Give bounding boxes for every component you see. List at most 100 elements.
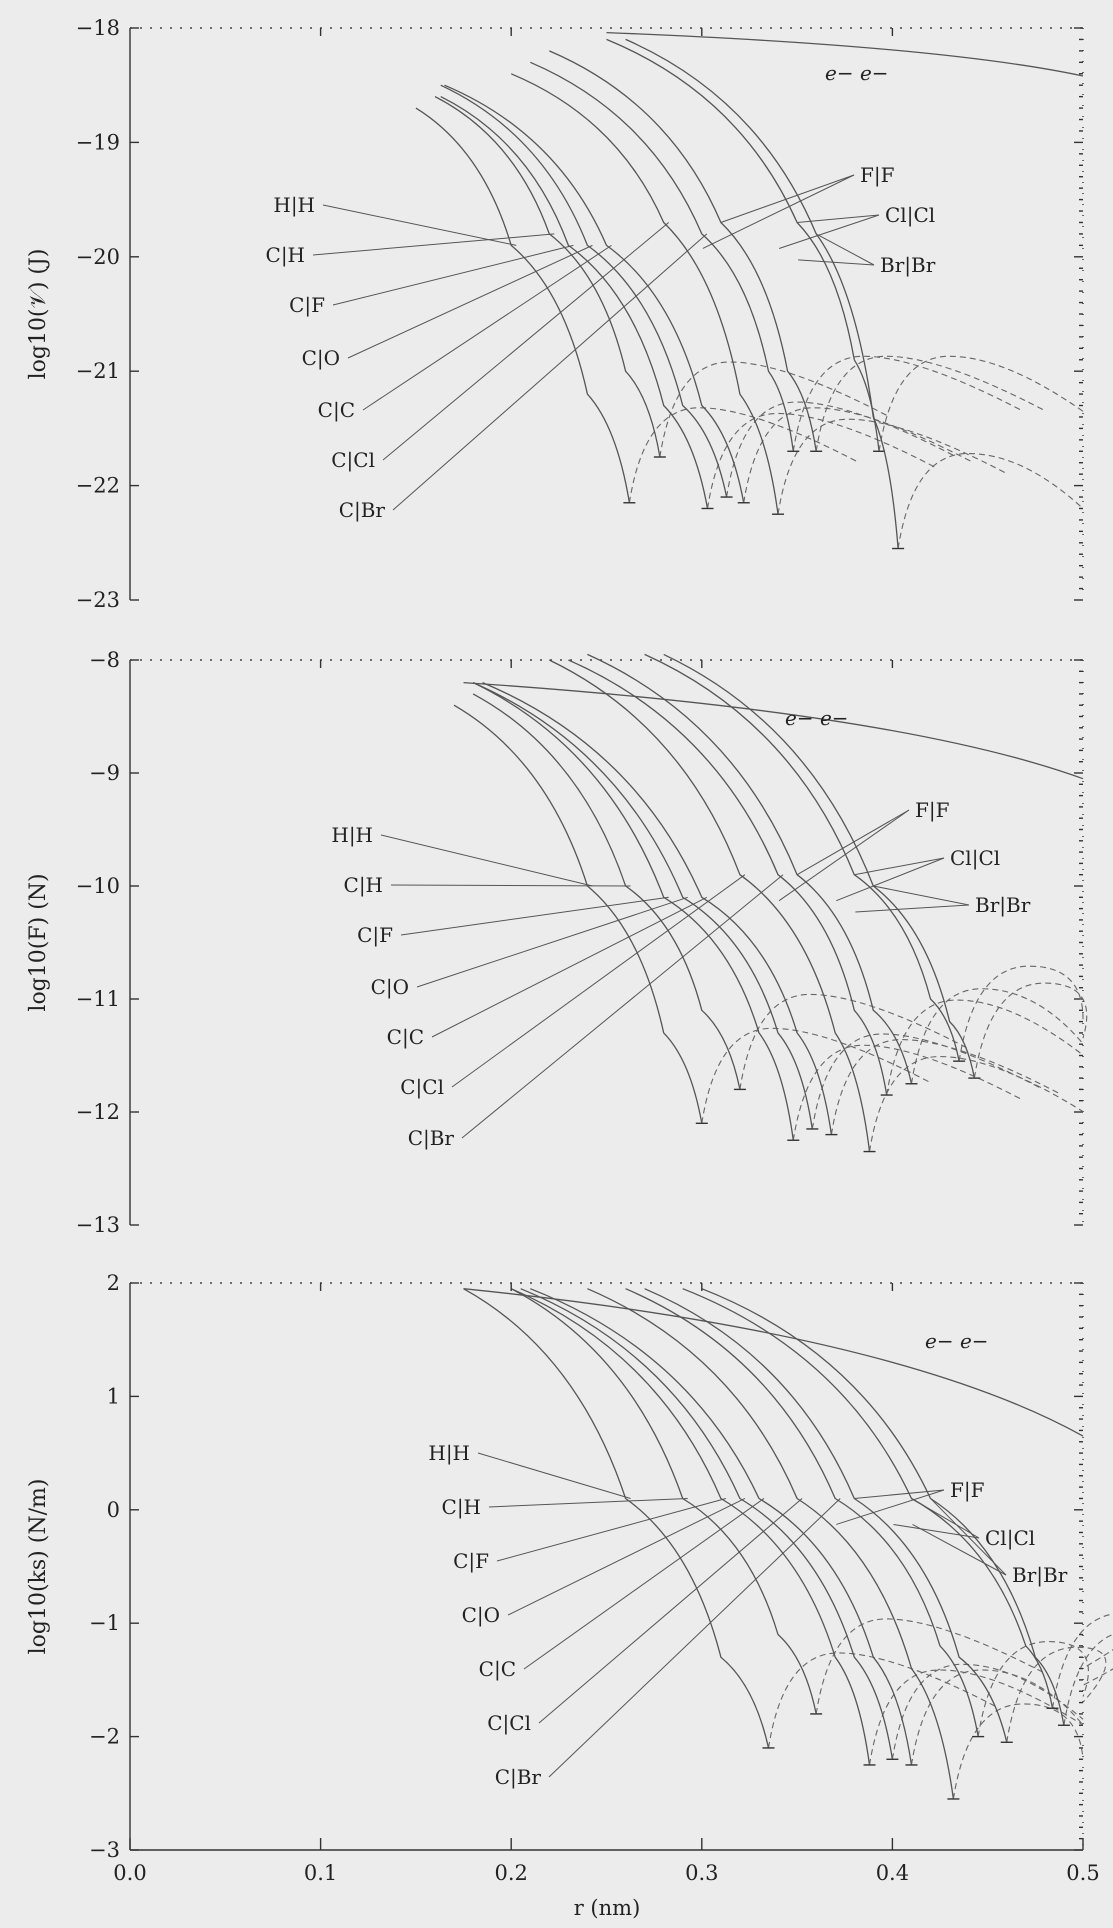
leader-line <box>416 896 688 988</box>
series-line-cbr <box>625 1288 979 1737</box>
panel-3: 2 1 0 −1 −2 −3 log10(ks) (N/m) H|H C|H C|F C|O C|C C… <box>26 1271 1113 1920</box>
leader-line <box>496 1497 726 1562</box>
leader-line <box>796 809 910 876</box>
series-label: C|F <box>453 1549 489 1574</box>
series-dashed-clcl <box>958 965 1084 1062</box>
series-line-ch <box>510 1288 817 1715</box>
y-tick-label: −13 <box>76 1213 120 1237</box>
y-tick-label: −11 <box>76 987 120 1011</box>
series-line-co <box>520 1288 894 1760</box>
series-label: C|O <box>462 1603 500 1628</box>
leader-line <box>431 896 708 1038</box>
y-tick-label: −23 <box>76 588 120 612</box>
leader-line <box>548 1498 841 1778</box>
series-line-ee <box>606 31 1084 77</box>
series-label: C|O <box>302 346 340 371</box>
series-label: C|Cl <box>487 1711 531 1736</box>
series-line-cc <box>444 84 745 503</box>
series-dashed-brbr <box>973 982 1088 1079</box>
series-dashed-ccl <box>868 1055 1084 1152</box>
series-label: C|H <box>266 243 305 268</box>
series-line-cbr <box>568 659 888 1096</box>
leader-line <box>488 1497 688 1508</box>
series-dashed-cbr <box>792 355 1024 452</box>
x-tick-label: 0.3 <box>685 1861 718 1885</box>
leader-line <box>312 233 555 256</box>
ee-label: e− e− <box>825 61 889 85</box>
series-dashed-clcl <box>878 355 1084 452</box>
y-tick-label: 1 <box>107 1384 120 1408</box>
series-label: C|F <box>289 293 325 318</box>
series-label: C|Br <box>339 498 386 523</box>
series-label: C|Br <box>408 1126 455 1151</box>
panel-1: −18 −19 −20 −21 −22 −23 log10(𝒱) (J) H|H C|H C|F C… <box>26 16 1084 612</box>
series-dashed-co <box>811 1033 1043 1130</box>
series-line-cc <box>482 682 833 1135</box>
series-line-ff <box>587 653 913 1084</box>
series-label: C|C <box>479 1657 516 1682</box>
series-dashed-cf <box>868 1669 1084 1766</box>
y-tick-label: −1 <box>89 1611 120 1635</box>
leader-line <box>855 904 970 913</box>
panel-2: −8 −9 −10 −11 −12 −13 log10(F) (N) H|H C|H C|F C|O… <box>26 648 1088 1237</box>
series-label: C|C <box>387 1025 424 1050</box>
leader-line <box>461 874 784 1139</box>
series-line-clcl <box>606 38 880 452</box>
leader-line <box>392 233 708 511</box>
y-tick-label: 0 <box>107 1498 120 1522</box>
series-label: F|F <box>915 798 950 823</box>
series-dashed-ch <box>659 361 891 458</box>
series-line-hh <box>463 1288 770 1749</box>
series-label: Cl|Cl <box>985 1526 1035 1551</box>
series-label: Cl|Cl <box>885 203 935 228</box>
series-line-ff <box>549 50 817 452</box>
series-label: Cl|Cl <box>950 846 1000 871</box>
series-line-co <box>440 84 728 498</box>
leader-line <box>912 1524 1007 1576</box>
series-dashed-cbr <box>977 1641 1089 1737</box>
series-dashed-ff <box>910 988 1084 1084</box>
series-line-cbr <box>530 61 794 452</box>
leader-line <box>854 857 945 876</box>
series-line-hh <box>453 704 703 1124</box>
leader-line <box>854 1489 945 1499</box>
x-tick-label: 0.2 <box>494 1861 527 1885</box>
leader-line <box>477 1452 631 1499</box>
leader-line <box>778 214 880 249</box>
series-label: H|H <box>273 193 315 218</box>
series-label: H|H <box>428 1441 470 1466</box>
leader-line <box>390 884 631 887</box>
leader-line <box>332 244 574 306</box>
series-dashed-ccl <box>777 418 1009 515</box>
y-tick-label: −9 <box>89 761 120 785</box>
series-line-ccl <box>510 73 779 515</box>
series-dashed-cf <box>706 412 938 509</box>
series-label: C|Cl <box>331 448 375 473</box>
ee-label: e− e− <box>785 706 849 730</box>
y-tick-label: −2 <box>89 1725 120 1749</box>
leader-line <box>382 222 669 461</box>
series-dashed-ch <box>815 1618 1047 1715</box>
series-line-cf <box>510 1288 871 1766</box>
series-line-ee <box>463 1288 1084 1437</box>
series-dashed-cc <box>830 1039 1062 1135</box>
series-line-brbr <box>663 653 976 1079</box>
leader-line <box>362 244 612 411</box>
series-line-cf <box>440 96 709 509</box>
series-line-co <box>472 682 813 1130</box>
leader-line <box>797 214 880 223</box>
y-tick-label: −3 <box>89 1838 120 1862</box>
leader-line <box>523 1498 765 1670</box>
series-line-clcl <box>682 1288 1054 1709</box>
y-axis-label: log10(𝒱) (J) <box>26 249 51 380</box>
series-label: C|Br <box>495 1765 542 1790</box>
y-tick-label: −22 <box>76 474 120 498</box>
leader-line <box>347 244 593 359</box>
series-line-brbr <box>625 38 899 549</box>
series-line-ch <box>434 96 661 458</box>
series-label: Br|Br <box>880 253 936 278</box>
leader-line <box>702 174 855 249</box>
series-label: Br|Br <box>1012 1563 1068 1588</box>
series-label: C|Cl <box>400 1075 444 1100</box>
series-line-ccl <box>587 1288 955 1800</box>
